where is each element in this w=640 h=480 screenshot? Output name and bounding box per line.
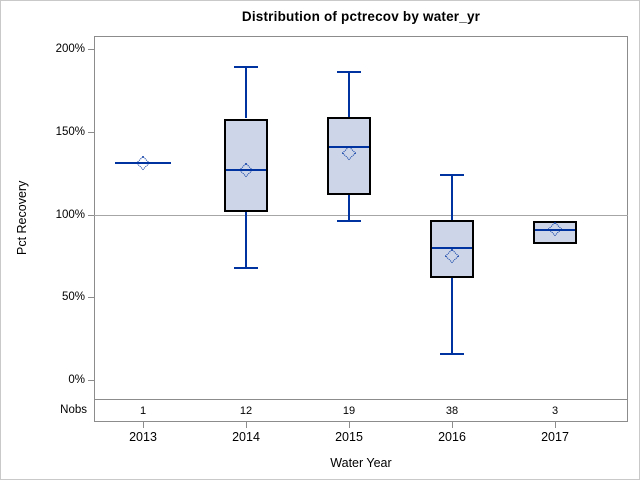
- x-axis-tick: [246, 422, 247, 428]
- x-axis-tick-label: 2015: [335, 430, 363, 444]
- upper-whisker-line: [348, 72, 350, 117]
- nobs-value: 1: [139, 405, 147, 417]
- nobs-value: 3: [551, 405, 559, 417]
- box-2016: [430, 220, 474, 278]
- median-line: [226, 169, 266, 171]
- y-axis-tick-label: 150%: [55, 126, 85, 138]
- x-axis-tick: [143, 422, 144, 428]
- x-axis-tick-label: 2016: [438, 430, 466, 444]
- y-axis-tick: [88, 49, 94, 50]
- x-axis-tick: [452, 422, 453, 428]
- y-axis-tick-label: 100%: [55, 209, 85, 221]
- x-axis-title: Water Year: [330, 456, 392, 470]
- y-axis-title: Pct Recovery: [15, 180, 29, 256]
- single-observation-line: [115, 162, 171, 164]
- box-2015: [327, 117, 371, 195]
- nobs-value: 19: [342, 405, 356, 417]
- reference-line-100pct: [94, 215, 628, 216]
- upper-whisker-line: [245, 67, 247, 118]
- upper-whisker-line: [451, 175, 453, 220]
- median-line: [432, 247, 472, 249]
- upper-whisker-cap: [234, 66, 258, 68]
- x-axis-tick: [555, 422, 556, 428]
- x-axis-tick-label: 2014: [232, 430, 260, 444]
- nobs-value: 38: [445, 405, 459, 417]
- y-axis-tick: [88, 380, 94, 381]
- x-axis-tick-label: 2013: [129, 430, 157, 444]
- lower-whisker-cap: [440, 353, 464, 355]
- y-axis-tick: [88, 297, 94, 298]
- lower-whisker-cap: [234, 267, 258, 269]
- upper-whisker-cap: [337, 71, 361, 73]
- nobs-value: 12: [239, 405, 253, 417]
- y-axis-tick: [88, 215, 94, 216]
- lower-whisker-cap: [337, 220, 361, 222]
- x-axis-tick-label: 2017: [541, 430, 569, 444]
- upper-whisker-cap: [440, 174, 464, 176]
- lower-whisker-line: [245, 211, 247, 267]
- nobs-row-label: Nobs: [60, 404, 87, 416]
- median-line: [535, 229, 575, 231]
- lower-whisker-line: [348, 195, 350, 221]
- plot-area: [94, 36, 628, 400]
- median-line: [329, 146, 369, 148]
- y-axis-tick-label: 200%: [55, 43, 85, 55]
- y-axis-tick-label: 50%: [61, 291, 85, 303]
- lower-whisker-line: [451, 278, 453, 354]
- box-2017: [533, 221, 577, 244]
- box-2014: [224, 119, 268, 212]
- chart-title: Distribution of pctrecov by water_yr: [241, 9, 481, 24]
- y-axis-tick: [88, 132, 94, 133]
- y-axis-tick-label: 0%: [68, 374, 85, 386]
- nobs-band: [94, 400, 628, 422]
- x-axis-tick: [349, 422, 350, 428]
